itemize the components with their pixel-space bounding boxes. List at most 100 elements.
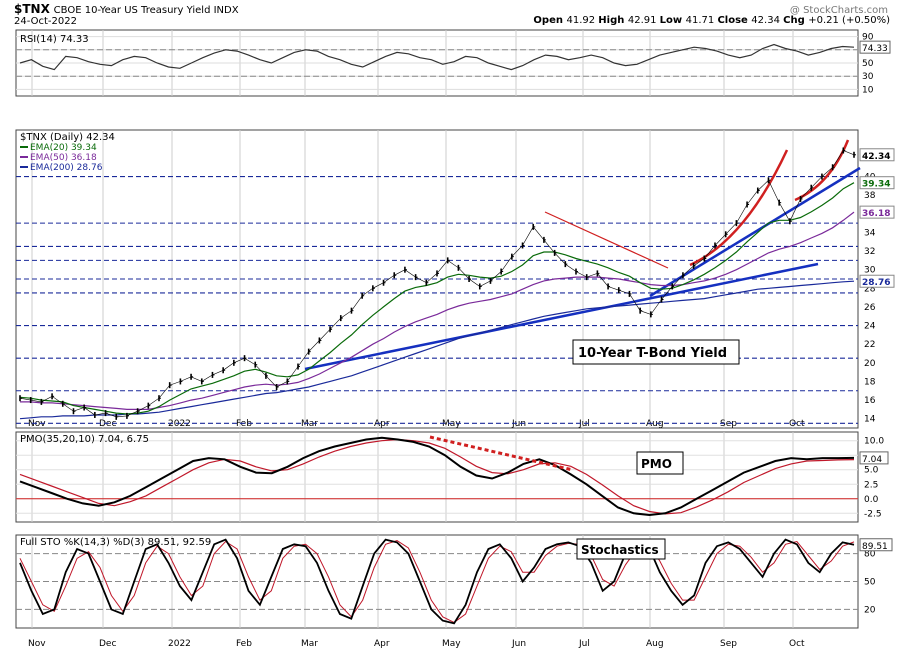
annotation-box [572, 339, 740, 365]
price-y-tick: 26 [864, 303, 876, 313]
rsi-y-tick: 90 [862, 33, 874, 43]
rsi-line [19, 43, 855, 71]
x-tick-label: Sep [720, 419, 737, 429]
price-y-tick: 34 [864, 228, 876, 238]
ohlc-value: 41.71 [685, 15, 718, 26]
x-tick-label: Aug [646, 419, 664, 429]
sto-y-tick: 80 [864, 550, 876, 560]
sto-title: Full STO %K(14,3) %D(3) 89.51, 92.59 [20, 537, 211, 548]
x-tick-label: Nov [28, 639, 46, 649]
ema-line [19, 182, 855, 415]
ohlc-value: +0.21 (+0.50%) [808, 15, 890, 26]
ohlc-value: 41.92 [566, 15, 599, 26]
x-tick-label: Jul [578, 639, 590, 649]
legend-entry: EMA(20) 39.34 [30, 143, 97, 153]
x-tick-label: Aug [646, 639, 664, 649]
rsi-y-tick: 50 [862, 59, 874, 69]
price-y-tick: 28 [864, 284, 876, 294]
pmo-y-tick: 2.5 [864, 480, 878, 490]
ohlc-value: 42.34 [751, 15, 784, 26]
sto-y-tick: 20 [864, 605, 876, 615]
x-tick-label: 2022 [168, 639, 191, 649]
x-tick-label: Nov [28, 419, 46, 429]
price-y-tick: 30 [864, 266, 876, 276]
pmo-y-tick: 0.0 [864, 495, 879, 505]
last-value-box [859, 176, 895, 190]
pmo-y-tick: 10.0 [864, 437, 884, 447]
last-value-box [859, 205, 895, 219]
pmo-line [19, 436, 855, 517]
x-tick-label: May [442, 639, 461, 649]
price-y-tick: 22 [864, 340, 875, 350]
ohlc-label: Chg [783, 15, 809, 26]
x-tick-label: Mar [301, 639, 318, 649]
pmo-signal-line [19, 438, 855, 515]
price-line [19, 150, 855, 418]
pmo-y-tick: -2.5 [864, 509, 882, 519]
sto-last-value: 89.51 [862, 542, 888, 552]
annotation-text: 10-Year T-Bond Yield [578, 346, 727, 361]
pmo-annotation: PMO [641, 457, 672, 471]
ohlc-readout: Open 41.92 High 42.91 Low 41.71 Close 42… [533, 15, 890, 26]
x-tick-label: Jun [511, 419, 526, 429]
pmo-annotation-box [636, 451, 684, 475]
price-y-tick: 24 [864, 322, 876, 332]
x-tick-label: Sep [720, 639, 737, 649]
ohlc-value: 42.91 [627, 15, 660, 26]
x-tick-label: Dec [99, 419, 116, 429]
trendline-red-down [544, 211, 669, 269]
x-tick-label: May [442, 419, 461, 429]
x-tick-label: Dec [99, 639, 116, 649]
x-tick-label: Feb [236, 419, 252, 429]
legend-price: $TNX (Daily) 42.34 [20, 132, 115, 143]
ema-line [20, 211, 855, 410]
ohlc-label: Low [659, 15, 686, 26]
rsi-y-tick: 30 [862, 72, 874, 82]
rsi-title: RSI(14) 74.33 [20, 34, 89, 45]
last-value-label: 42.34 [862, 152, 890, 162]
last-value-label: 39.34 [862, 180, 890, 190]
pmo-title: PMO(35,20,10) 7.04, 6.75 [20, 434, 149, 445]
last-value-box [859, 148, 895, 162]
price-y-tick: 32 [864, 247, 875, 257]
x-tick-label: Jun [511, 639, 526, 649]
x-tick-label: Apr [374, 419, 390, 429]
trendline-short [649, 166, 861, 298]
symbol: $TNX [14, 2, 50, 16]
price-y-tick: 18 [864, 377, 876, 387]
sto-last-box [859, 538, 893, 552]
legend-entry: EMA(50) 36.18 [30, 153, 97, 163]
ohlc-label: High [598, 15, 628, 26]
rsi-last-box [859, 40, 891, 54]
x-tick-label: Feb [236, 639, 252, 649]
rsi-y-tick: 10 [862, 85, 874, 95]
x-tick-label: Mar [301, 419, 318, 429]
last-value-label: 36.18 [862, 209, 890, 219]
pmo-last-value: 7.04 [862, 455, 882, 465]
watermark: @ StockCharts.com [790, 5, 888, 16]
trendline-long [304, 262, 819, 371]
price-y-tick: 16 [864, 396, 876, 406]
instrument-name: CBOE 10-Year US Treasury Yield INDX [53, 5, 239, 16]
last-value-label: 28.76 [862, 278, 890, 288]
panel-frame-pmo [15, 431, 859, 523]
parabolic-curve-1 [689, 149, 789, 267]
last-value-box [859, 274, 895, 288]
price-y-tick: 14 [864, 415, 876, 425]
sto-y-tick: 50 [864, 578, 876, 588]
price-y-tick: 38 [864, 191, 876, 201]
divergence-line [429, 435, 574, 472]
ema-line [19, 280, 855, 420]
pmo-last-box [859, 451, 889, 465]
x-tick-label: Oct [789, 419, 805, 429]
ohlc-label: Open [533, 15, 567, 26]
x-tick-label: Apr [374, 639, 390, 649]
legend-entry: EMA(200) 28.76 [30, 163, 103, 173]
chart-date: 24-Oct-2022 [14, 16, 77, 27]
chart-title: $TNX CBOE 10-Year US Treasury Yield INDX [14, 2, 239, 16]
x-tick-label: 2022 [168, 419, 191, 429]
sto-annotation-box [576, 538, 666, 560]
price-y-tick: 20 [864, 359, 876, 369]
rsi-last-value: 74.33 [862, 44, 888, 54]
